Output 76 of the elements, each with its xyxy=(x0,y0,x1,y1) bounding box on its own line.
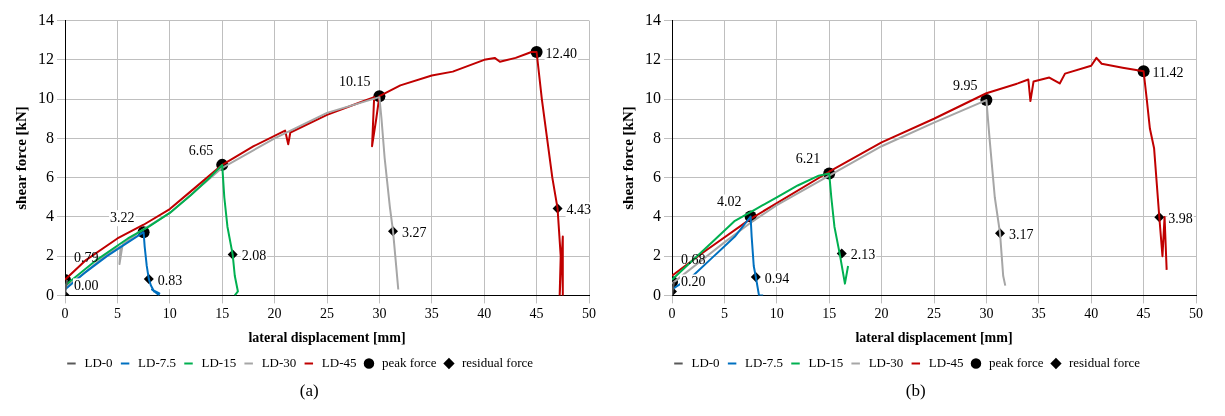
x-tick-label: 40 xyxy=(1083,306,1098,322)
legend-label: residual force xyxy=(462,354,534,370)
x-tick-label: 25 xyxy=(926,306,941,322)
y-tick-label: 8 xyxy=(46,128,55,146)
data-label: 12.40 xyxy=(545,45,578,61)
x-tick-label: 30 xyxy=(979,306,994,322)
y-tick-label: 2 xyxy=(652,246,661,264)
data-label: 4.02 xyxy=(716,194,742,210)
x-axis-title: lateral displacement [mm] xyxy=(248,330,406,346)
y-tick-label: 10 xyxy=(38,89,55,107)
legend-label: LD-45 xyxy=(928,354,964,370)
y-tick-label: 2 xyxy=(46,246,55,264)
x-axis-title: lateral displacement [mm] xyxy=(855,330,1013,346)
y-tick-label: 0 xyxy=(46,285,55,303)
y-tick-label: 12 xyxy=(644,50,661,68)
y-tick-label: 12 xyxy=(38,50,55,68)
x-tick-label: 45 xyxy=(529,306,544,322)
data-label: 0.94 xyxy=(764,270,790,286)
legend-label: LD-0 xyxy=(84,354,113,370)
data-label: 0.00 xyxy=(74,278,99,294)
x-tick-label: 5 xyxy=(720,306,728,322)
data-label: 4.43 xyxy=(566,202,592,218)
y-tick-label: 6 xyxy=(652,167,661,185)
x-tick-label: 20 xyxy=(267,306,282,322)
x-tick-label: 20 xyxy=(874,306,889,322)
legend-label: peak force xyxy=(988,354,1044,370)
legend-label: LD-15 xyxy=(201,354,237,370)
legend-label: residual force xyxy=(1068,354,1141,370)
x-tick-label: 5 xyxy=(114,306,122,322)
data-label: 3.27 xyxy=(402,224,427,240)
data-label: 3.98 xyxy=(1168,210,1193,226)
y-tick-label: 14 xyxy=(644,10,661,28)
data-label: 11.42 xyxy=(1152,64,1184,80)
y-axis-title: shear force [kN] xyxy=(619,106,636,210)
text: (a) xyxy=(299,380,319,402)
data-label: 3.17 xyxy=(1008,226,1034,242)
x-tick-label: 35 xyxy=(1031,306,1046,322)
data-label: 2.08 xyxy=(241,248,267,264)
y-tick-label: 0 xyxy=(652,285,661,303)
data-label: 10.15 xyxy=(339,73,371,89)
y-tick-label: 14 xyxy=(38,10,55,28)
legend-label: LD-45 xyxy=(322,354,357,370)
data-label: 2.13 xyxy=(850,247,876,263)
x-tick-label: 50 xyxy=(582,306,597,322)
data-label: 0.83 xyxy=(158,272,183,288)
x-tick-label: 0 xyxy=(668,306,676,322)
data-label: 6.65 xyxy=(188,142,214,158)
legend-label: LD-0 xyxy=(691,354,720,370)
x-tick-label: 45 xyxy=(1136,306,1151,322)
x-tick-label: 25 xyxy=(320,306,335,322)
x-tick-label: 10 xyxy=(163,306,178,322)
x-tick-label: 10 xyxy=(769,306,784,322)
y-tick-label: 4 xyxy=(46,207,55,225)
legend-label: LD-15 xyxy=(808,354,843,370)
x-tick-label: 30 xyxy=(372,306,387,322)
legend-label: peak force xyxy=(382,354,437,370)
x-tick-label: 40 xyxy=(477,306,492,322)
legend-label: LD-30 xyxy=(261,354,297,370)
y-tick-label: 10 xyxy=(644,89,661,107)
legend-label: LD-30 xyxy=(868,354,904,370)
x-tick-label: 35 xyxy=(425,306,440,322)
y-tick-label: 6 xyxy=(46,167,55,185)
y-tick-label: 8 xyxy=(652,128,661,146)
y-tick-label: 4 xyxy=(652,207,661,225)
data-label: 9.95 xyxy=(952,77,978,93)
legend-label: LD-7.5 xyxy=(138,354,177,370)
x-tick-label: 0 xyxy=(61,306,69,322)
x-tick-label: 15 xyxy=(215,306,230,322)
data-label: 3.22 xyxy=(110,209,135,225)
legend-label: LD-7.5 xyxy=(744,354,783,370)
y-axis-title: shear force [kN] xyxy=(13,106,30,210)
data-label: 0.20 xyxy=(680,274,706,290)
x-tick-label: 15 xyxy=(821,306,836,322)
text: (b) xyxy=(905,380,926,402)
data-label: 6.21 xyxy=(795,151,820,167)
x-tick-label: 50 xyxy=(1188,306,1203,322)
